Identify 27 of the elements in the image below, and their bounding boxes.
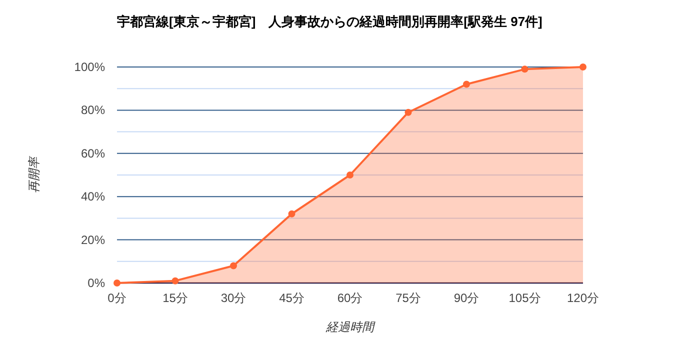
point [346,172,354,178]
x-tick-label: 45分 [279,291,304,305]
x-tick-label: 30分 [220,291,246,305]
y-tick-label: 80% [80,103,106,118]
x-tick-label: 60分 [337,291,363,305]
y-axis-title: 再開率 [27,155,41,193]
point [114,280,120,286]
chart-title: 宇都宮線[東京～宇都宮] 人身事故からの経過時間別再開率[駅発生 97件] [117,14,542,29]
y-tick-label: 0% [88,276,106,290]
x-tick-label: 120分 [566,291,600,305]
x-axis-title: 経過時間 [325,320,376,334]
y-tick-label: 60% [80,146,106,160]
point [521,66,528,73]
x-tick-label: 90分 [454,291,480,305]
point [404,108,412,116]
point [288,210,296,218]
x-tick-label: 15分 [162,291,188,305]
y-tick-label: 20% [80,232,106,247]
point [172,277,179,284]
x-tick-label: 105分 [508,291,541,305]
y-tick-label: 100% [74,60,106,74]
x-tick-label: 0分 [108,291,126,305]
point [580,64,586,70]
point [463,80,470,88]
x-tick-label: 75分 [396,291,421,305]
y-tick-label: 40% [80,190,106,204]
point [230,262,237,270]
